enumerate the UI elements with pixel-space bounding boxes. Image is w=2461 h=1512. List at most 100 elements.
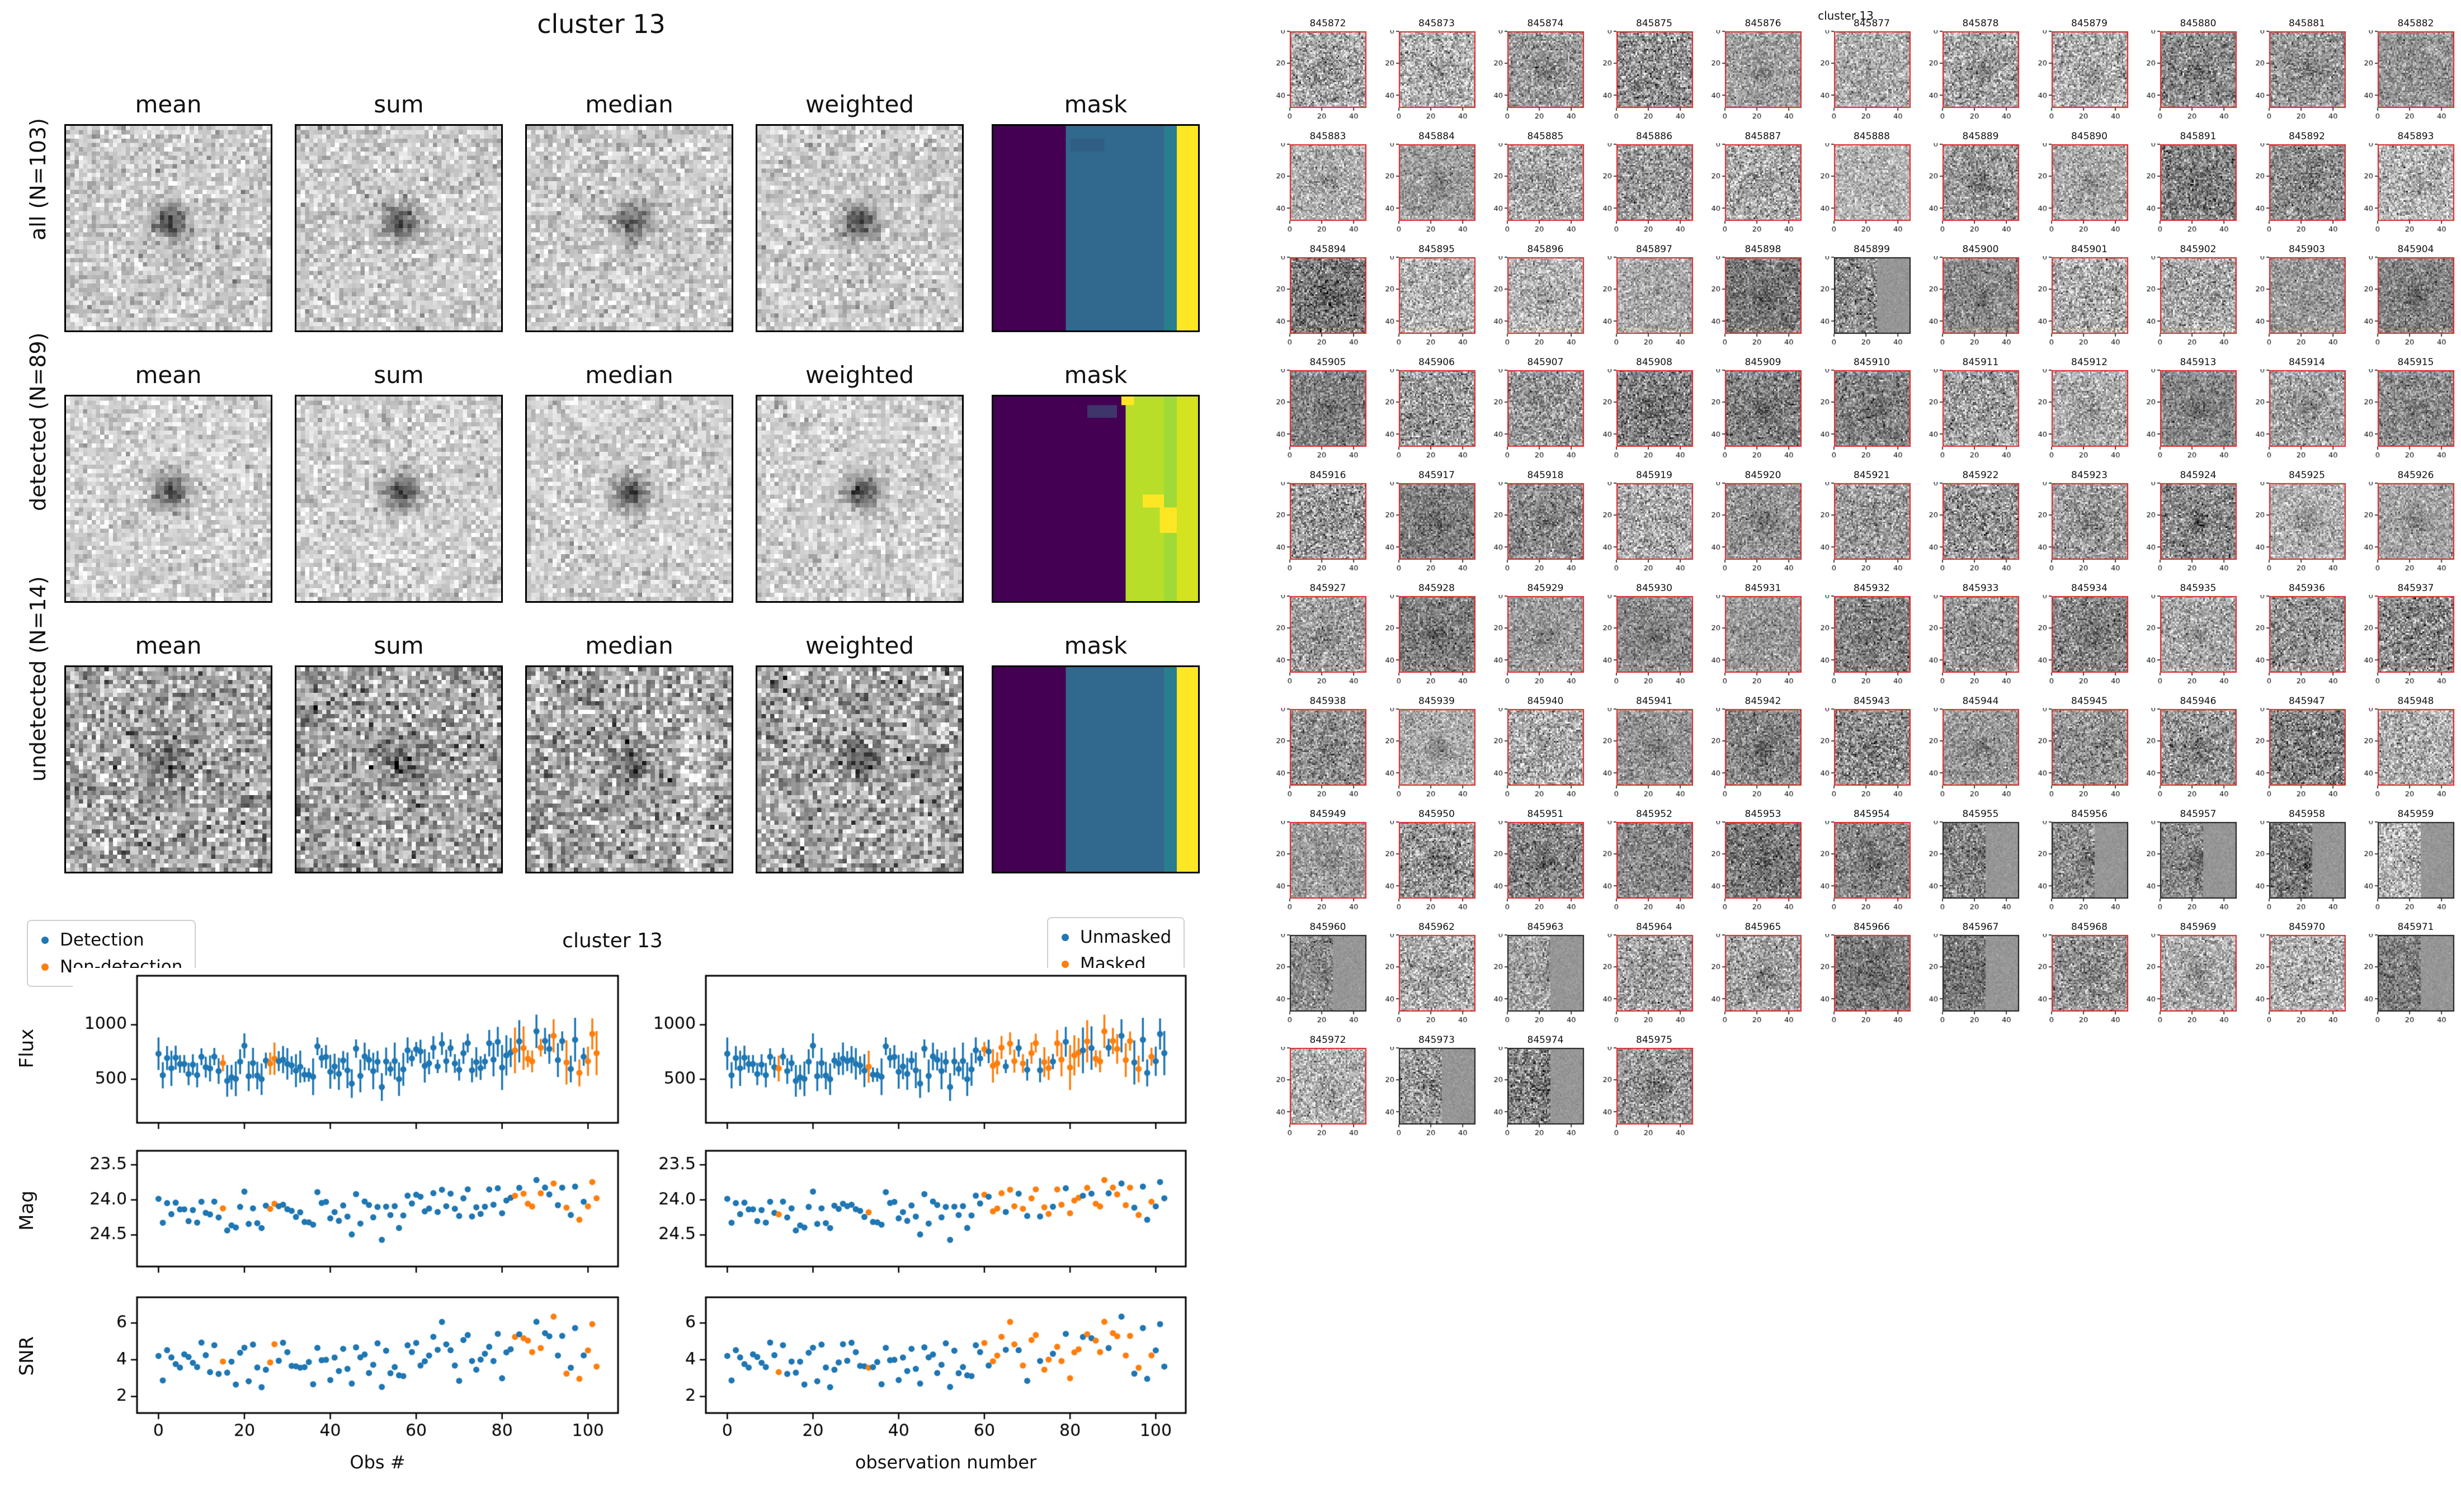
thumbnail-cell: 845875 — [1591, 17, 1700, 126]
thumbnail-id: 845905 — [1309, 357, 1346, 368]
thumbnail-id: 845899 — [1854, 244, 1890, 255]
thumbnail-cell: 845882 — [2353, 17, 2461, 126]
thumbnail-id: 845888 — [1854, 131, 1890, 142]
thumbnail-cell: 845910 — [1809, 356, 1918, 465]
mag-axis-label: Mag — [16, 1190, 38, 1231]
thumbnail-image — [2026, 143, 2135, 239]
thumbnail-id: 845900 — [1962, 244, 1999, 255]
thumbnail-cell: 845919 — [1591, 469, 1700, 578]
thumbnail-id: 845955 — [1962, 809, 1999, 820]
thumbnail-cell: 845906 — [1374, 356, 1483, 465]
thumbnail-image — [2353, 143, 2461, 239]
thumbnail-cell: 845954 — [1809, 807, 1918, 917]
thumbnail-cell: 845941 — [1591, 694, 1700, 804]
thumbnail-image — [1374, 369, 1483, 465]
thumbnail-image — [2026, 934, 2135, 1030]
cutout-column-title: mean — [135, 91, 202, 118]
thumbnail-id: 845884 — [1418, 131, 1455, 142]
thumbnail-id: 845898 — [1745, 244, 1781, 255]
thumbnail-id: 845892 — [2289, 131, 2325, 142]
thumbnail-id: 845874 — [1527, 18, 1564, 29]
thumbnail-image — [1809, 934, 1918, 1030]
thumbnail-id: 845912 — [2071, 357, 2108, 368]
thumbnail-cell: 845893 — [2353, 130, 2461, 239]
thumbnail-image — [1809, 482, 1918, 578]
cutout-column-title: mask — [1064, 632, 1128, 659]
thumbnail-image — [1918, 934, 2026, 1030]
thumbnail-image — [2026, 595, 2135, 691]
thumbnail-id: 845895 — [1418, 244, 1455, 255]
legend-label: Detection — [60, 930, 144, 950]
mask-image — [993, 667, 1198, 872]
thumbnail-image — [1700, 30, 1809, 126]
thumbnail-image — [2244, 821, 2353, 917]
stack-image — [66, 126, 271, 330]
cutout-column-title: median — [585, 632, 673, 659]
thumbnail-image — [1700, 482, 1809, 578]
thumbnail-cell: 845915 — [2353, 356, 2461, 465]
cutout-column-title: mean — [135, 632, 202, 659]
thumbnail-id: 845970 — [2289, 922, 2325, 933]
thumbnail-id: 845916 — [1309, 470, 1346, 481]
thumbnail-cell: 845925 — [2244, 469, 2353, 578]
thumbnail-cell: 845917 — [1374, 469, 1483, 578]
thumbnail-image — [1591, 1047, 1700, 1143]
thumbnail-image — [1374, 595, 1483, 691]
thumbnail-image — [2135, 369, 2244, 465]
thumbnail-cell: 845877 — [1809, 17, 1918, 126]
thumbnail-id: 845925 — [2289, 470, 2325, 481]
thumbnail-id: 845939 — [1418, 696, 1455, 707]
thumbnail-cell: 845878 — [1918, 17, 2026, 126]
thumbnail-image — [1918, 369, 2026, 465]
thumbnail-image — [2244, 143, 2353, 239]
thumbnail-cell: 845930 — [1591, 582, 1700, 691]
thumbnail-image — [1483, 595, 1591, 691]
thumbnail-id: 845893 — [2397, 131, 2434, 142]
cutout-row-label: all (N=103) — [26, 118, 50, 240]
thumbnail-id: 845972 — [1309, 1034, 1346, 1046]
thumbnail-id: 845910 — [1854, 357, 1890, 368]
thumbnail-image — [1483, 256, 1591, 352]
thumbnail-cell: 845928 — [1374, 582, 1483, 691]
thumbnail-id: 845957 — [2180, 809, 2217, 820]
thumbnail-image — [2135, 30, 2244, 126]
thumbnail-image — [1700, 934, 1809, 1030]
thumbnail-id: 845917 — [1418, 470, 1455, 481]
thumbnail-id: 845932 — [1854, 583, 1890, 594]
thumbnail-image — [1918, 143, 2026, 239]
stack-image — [296, 396, 501, 601]
detection-marker-icon — [41, 936, 49, 944]
thumbnail-cell: 845947 — [2244, 694, 2353, 804]
thumbnail-image — [1265, 595, 1374, 691]
cutout-column-title: sum — [374, 91, 424, 118]
thumbnail-image — [2244, 30, 2353, 126]
thumbnail-cell: 845886 — [1591, 130, 1700, 239]
thumbnail-image — [2353, 482, 2461, 578]
thumbnail-cell: 845972 — [1265, 1033, 1374, 1143]
cutout-panel-weighted — [756, 665, 964, 873]
thumbnail-cell: 845921 — [1809, 469, 1918, 578]
legend-item-unmasked: Unmasked — [1058, 924, 1171, 951]
flux-axis-label: Flux — [16, 1028, 38, 1069]
thumbnail-cell: 845874 — [1483, 17, 1591, 126]
thumbnail-cell: 845942 — [1700, 694, 1809, 804]
thumbnail-cell: 845967 — [1918, 920, 2026, 1030]
thumbnail-id: 845928 — [1418, 583, 1455, 594]
thumbnail-cell: 845887 — [1700, 130, 1809, 239]
mask-panel — [992, 665, 1200, 873]
thumbnail-cell: 845955 — [1918, 807, 2026, 917]
thumbnail-id: 845949 — [1309, 809, 1346, 820]
thumbnail-id: 845965 — [1745, 922, 1781, 933]
thumbnail-figure-title: cluster 13 — [1818, 9, 1874, 22]
thumbnail-id: 845975 — [1636, 1034, 1672, 1046]
thumbnail-id: 845906 — [1418, 357, 1455, 368]
thumbnail-id: 845897 — [1636, 244, 1672, 255]
thumbnail-id: 845880 — [2180, 18, 2217, 29]
thumbnail-cell: 845975 — [1591, 1033, 1700, 1143]
thumbnail-cell: 845929 — [1483, 582, 1591, 691]
thumbnail-id: 845909 — [1745, 357, 1781, 368]
thumbnail-id: 845883 — [1309, 131, 1346, 142]
thumbnail-image — [2353, 30, 2461, 126]
thumbnail-id: 845878 — [1962, 18, 1999, 29]
thumbnail-cell: 845895 — [1374, 243, 1483, 352]
